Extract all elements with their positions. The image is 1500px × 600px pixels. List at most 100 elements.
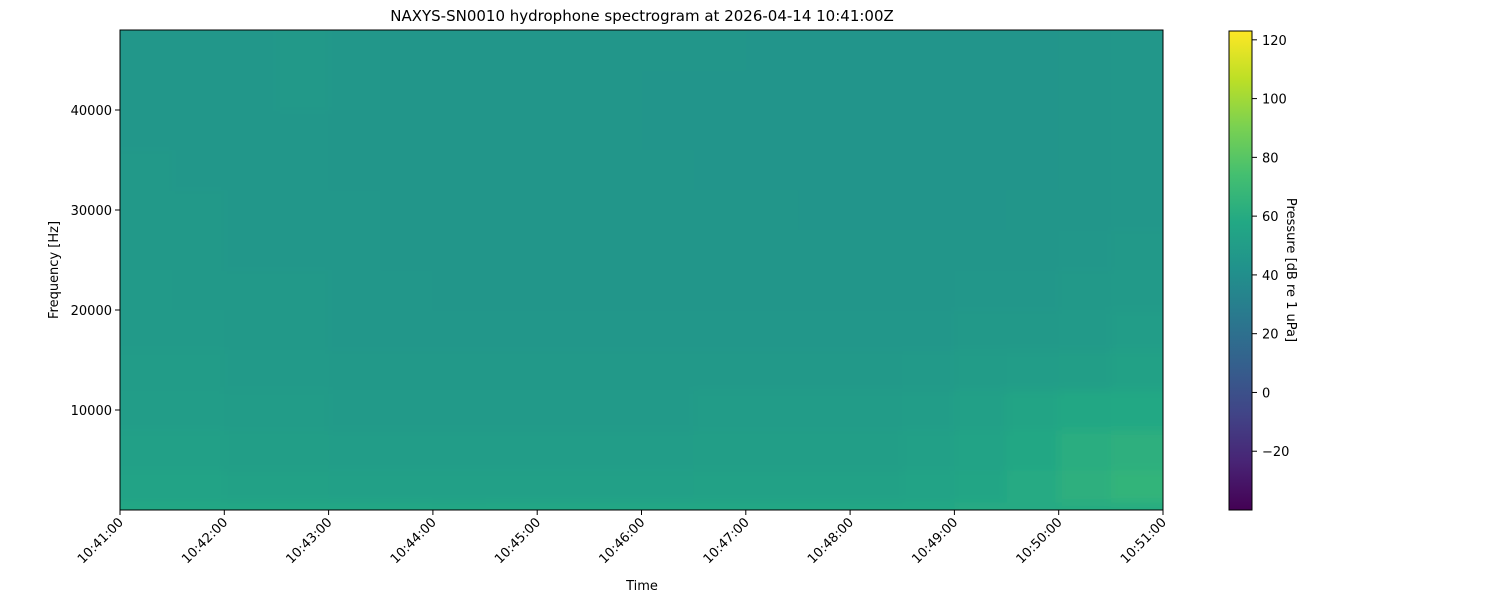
heatmap-cell xyxy=(1058,502,1112,510)
heatmap-cell xyxy=(432,110,486,151)
heatmap-cell xyxy=(224,190,277,231)
heatmap-cell xyxy=(172,230,225,271)
heatmap-cell xyxy=(745,502,799,510)
heatmap-cell xyxy=(797,390,851,431)
heatmap-cell xyxy=(1110,350,1163,391)
heatmap-cell xyxy=(850,390,903,431)
heatmap-cell xyxy=(328,230,382,271)
heatmap-cell xyxy=(537,70,590,111)
heatmap-cell xyxy=(537,470,590,503)
heatmap-cell xyxy=(589,430,642,471)
heatmap-cell xyxy=(745,270,799,311)
heatmap-cell xyxy=(485,150,538,191)
x-tick-label: 10:48:00 xyxy=(805,515,857,567)
heatmap-cell xyxy=(902,350,955,391)
heatmap-cell xyxy=(641,430,695,471)
x-tick-label: 10:43:00 xyxy=(284,515,336,567)
heatmap-cell xyxy=(693,310,747,351)
heatmap-cell xyxy=(485,430,538,471)
heatmap-cell xyxy=(224,110,277,151)
heatmap-cell xyxy=(902,70,955,111)
colorbar-label: Pressure [dB re 1 uPa] xyxy=(1283,198,1298,342)
heatmap-cell xyxy=(797,470,851,503)
heatmap-cell xyxy=(954,150,1008,191)
heatmap-cell xyxy=(902,190,955,231)
heatmap-cell xyxy=(485,310,538,351)
heatmap-cell xyxy=(745,310,799,351)
heatmap-cell xyxy=(172,502,225,510)
heatmap-cell xyxy=(693,230,747,271)
heatmap-cell xyxy=(537,30,590,71)
heatmap-cell xyxy=(850,70,903,111)
x-tick-label: 10:44:00 xyxy=(388,515,440,567)
heatmap-cell xyxy=(276,430,330,471)
heatmap-cell xyxy=(589,390,642,431)
heatmap-cell xyxy=(797,350,851,391)
heatmap-cell xyxy=(485,70,538,111)
x-tick-label: 10:41:00 xyxy=(75,515,127,567)
heatmap-cell xyxy=(276,150,330,191)
heatmap-cell xyxy=(380,390,434,431)
heatmap-cell xyxy=(850,270,903,311)
heatmap-cell xyxy=(328,30,382,71)
heatmap-cell xyxy=(224,390,277,431)
heatmap-cell xyxy=(380,110,434,151)
heatmap-cell xyxy=(276,390,330,431)
heatmap-cell xyxy=(745,30,799,71)
heatmap-cell xyxy=(589,70,642,111)
heatmap-cell xyxy=(380,230,434,271)
heatmap-cell xyxy=(954,190,1008,231)
heatmap-cell xyxy=(432,270,486,311)
heatmap-cell xyxy=(120,430,173,471)
x-tick-label: 10:49:00 xyxy=(909,515,961,567)
x-tick-label: 10:42:00 xyxy=(179,515,231,567)
heatmap-cell xyxy=(1006,230,1060,271)
heatmap-cell xyxy=(432,390,486,431)
heatmap-cell xyxy=(641,190,695,231)
x-tick-label: 10:50:00 xyxy=(1014,515,1066,567)
heatmap-cell xyxy=(641,270,695,311)
heatmap-cell xyxy=(172,30,225,71)
heatmap-cell xyxy=(380,190,434,231)
heatmap-cell xyxy=(380,70,434,111)
heatmap-cell xyxy=(328,310,382,351)
heatmap-cell xyxy=(224,30,277,71)
heatmap-cell xyxy=(902,390,955,431)
heatmap-cell xyxy=(224,430,277,471)
heatmap-cell xyxy=(954,30,1008,71)
heatmap-cell xyxy=(1110,30,1163,71)
heatmap-cell xyxy=(380,502,434,510)
heatmap-cell xyxy=(902,430,955,471)
heatmap-cell xyxy=(276,270,330,311)
heatmap-cell xyxy=(380,150,434,191)
heatmap-cell xyxy=(693,470,747,503)
heatmap-cell xyxy=(1058,150,1112,191)
heatmap-cell xyxy=(693,270,747,311)
heatmap-cell xyxy=(276,502,330,510)
heatmap-cell xyxy=(745,230,799,271)
heatmap-cell xyxy=(797,30,851,71)
heatmap-cell xyxy=(850,310,903,351)
heatmap-cell xyxy=(432,430,486,471)
heatmap-cell xyxy=(1110,230,1163,271)
heatmap-cell xyxy=(537,502,590,510)
heatmap-cell xyxy=(850,470,903,503)
heatmap-cell xyxy=(328,430,382,471)
heatmap-cell xyxy=(1006,350,1060,391)
heatmap-cell xyxy=(745,110,799,151)
heatmap-cell xyxy=(380,430,434,471)
heatmap-cell xyxy=(1058,430,1112,471)
heatmap-cell xyxy=(1058,470,1112,503)
heatmap-cell xyxy=(120,470,173,503)
heatmap-cell xyxy=(224,230,277,271)
heatmap-cell xyxy=(797,230,851,271)
heatmap-cell xyxy=(120,70,173,111)
heatmap-cell xyxy=(589,350,642,391)
heatmap-cell xyxy=(745,470,799,503)
heatmap-cell xyxy=(797,110,851,151)
heatmap-cell xyxy=(693,390,747,431)
heatmap-cell xyxy=(485,350,538,391)
heatmap-cell xyxy=(120,502,173,510)
heatmap-cell xyxy=(276,110,330,151)
heatmap-cell xyxy=(902,110,955,151)
